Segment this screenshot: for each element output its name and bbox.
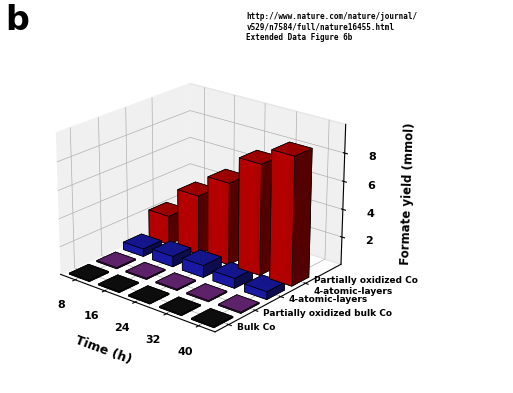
X-axis label: Time (h): Time (h) <box>73 334 133 367</box>
Text: b: b <box>5 4 29 37</box>
Text: http://www.nature.com/nature/journal/
v529/n7584/full/nature16455.html
Extended : http://www.nature.com/nature/journal/ v5… <box>246 12 418 42</box>
